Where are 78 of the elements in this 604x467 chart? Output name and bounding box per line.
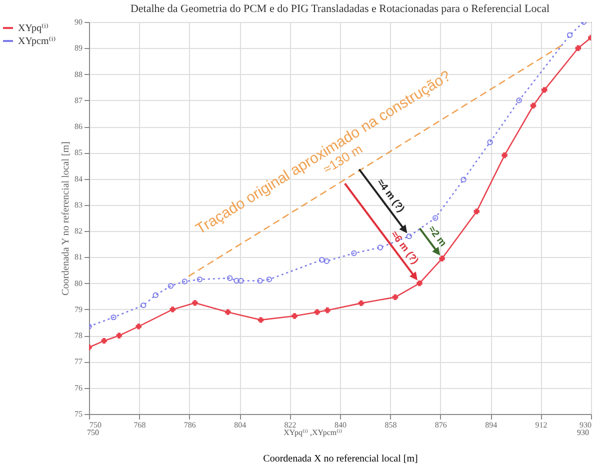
text: XYpq⁽ⁱ⁾ ,XYpcm⁽ⁱ⁾ (284, 428, 342, 437)
point (432, 215, 438, 221)
point (487, 139, 493, 146)
point (324, 307, 330, 314)
point (196, 276, 203, 282)
point (358, 300, 364, 306)
point (170, 306, 176, 312)
point (502, 152, 508, 158)
y-tick-label: 79 (74, 304, 82, 314)
x-tick-label: 876 (434, 420, 447, 430)
point (351, 250, 357, 256)
point (406, 233, 412, 240)
point (226, 275, 233, 281)
text: 930 (577, 428, 589, 437)
point (225, 309, 231, 315)
point (168, 283, 174, 289)
y-tick-label: 78 (74, 331, 82, 340)
point (110, 314, 116, 320)
x-tick-label: 912 (535, 420, 548, 430)
point (575, 45, 582, 51)
y-axis-title: Coordenada Y no referencial local [m] (60, 142, 72, 296)
y-tick-label: 86 (74, 122, 82, 132)
x-tick-label: 786 (184, 420, 196, 430)
point (101, 338, 107, 344)
point (292, 313, 298, 319)
point (266, 276, 272, 282)
point (416, 280, 422, 286)
point (324, 258, 330, 264)
point (116, 332, 122, 338)
y-tick-label: 88 (74, 70, 82, 79)
y-tick-label: 90 (74, 18, 82, 26)
point (542, 87, 548, 93)
y-tick-label: 77 (74, 357, 82, 366)
point (392, 294, 398, 300)
point (314, 309, 320, 315)
x-tick-label: 840 (334, 420, 346, 430)
point (566, 32, 573, 38)
text: 750 (87, 428, 99, 437)
y-tick-label: 89 (74, 44, 82, 53)
point (377, 244, 384, 250)
x-tick-label: 894 (485, 420, 498, 430)
point (136, 324, 142, 330)
y-tick-label: 85 (74, 148, 82, 158)
y-tick-label: 80 (74, 278, 82, 288)
y-tick-label: 76 (74, 383, 82, 392)
y-tick-label: 81 (74, 252, 82, 262)
x-tick-label: 804 (234, 420, 246, 430)
point (257, 278, 263, 284)
chart-title: Detalhe da Geometria do PCM e do PIG Transladadas e Rotacionadas para o Referencial Local (130, 3, 550, 15)
point (258, 317, 264, 323)
point (238, 278, 244, 284)
point (319, 256, 325, 263)
y-tick-label: 84 (74, 174, 82, 184)
annotation: ≈6 m (?) (388, 229, 420, 267)
x-axis-title: Coordenada X no referencial local [m] (263, 454, 418, 464)
x-tick-label: 930 (580, 420, 592, 430)
x-tick-label: 858 (384, 420, 397, 430)
y-tick-label: 82 (74, 226, 82, 236)
x-tick-label: 750 (90, 420, 102, 430)
point (152, 292, 158, 298)
point (182, 278, 188, 284)
annotation: ≈2 m (426, 224, 448, 250)
point (140, 302, 146, 308)
legend-label: XYpq⁽ⁱ⁾ (18, 23, 48, 34)
point (234, 278, 240, 284)
y-tick-label: 75 (74, 410, 82, 418)
x-tick-label: 768 (134, 420, 146, 430)
point (530, 102, 536, 108)
point (460, 176, 466, 182)
legend-label: XYpcm⁽ⁱ⁾ (18, 36, 56, 47)
point (192, 300, 198, 306)
x-tick-label: 822 (284, 420, 296, 430)
y-tick-label: 83 (74, 200, 82, 210)
point (439, 256, 445, 262)
y-tick-label: 87 (74, 96, 82, 105)
annotation: ≈4 m (?) (374, 177, 406, 215)
point (474, 208, 480, 214)
point (516, 98, 522, 104)
